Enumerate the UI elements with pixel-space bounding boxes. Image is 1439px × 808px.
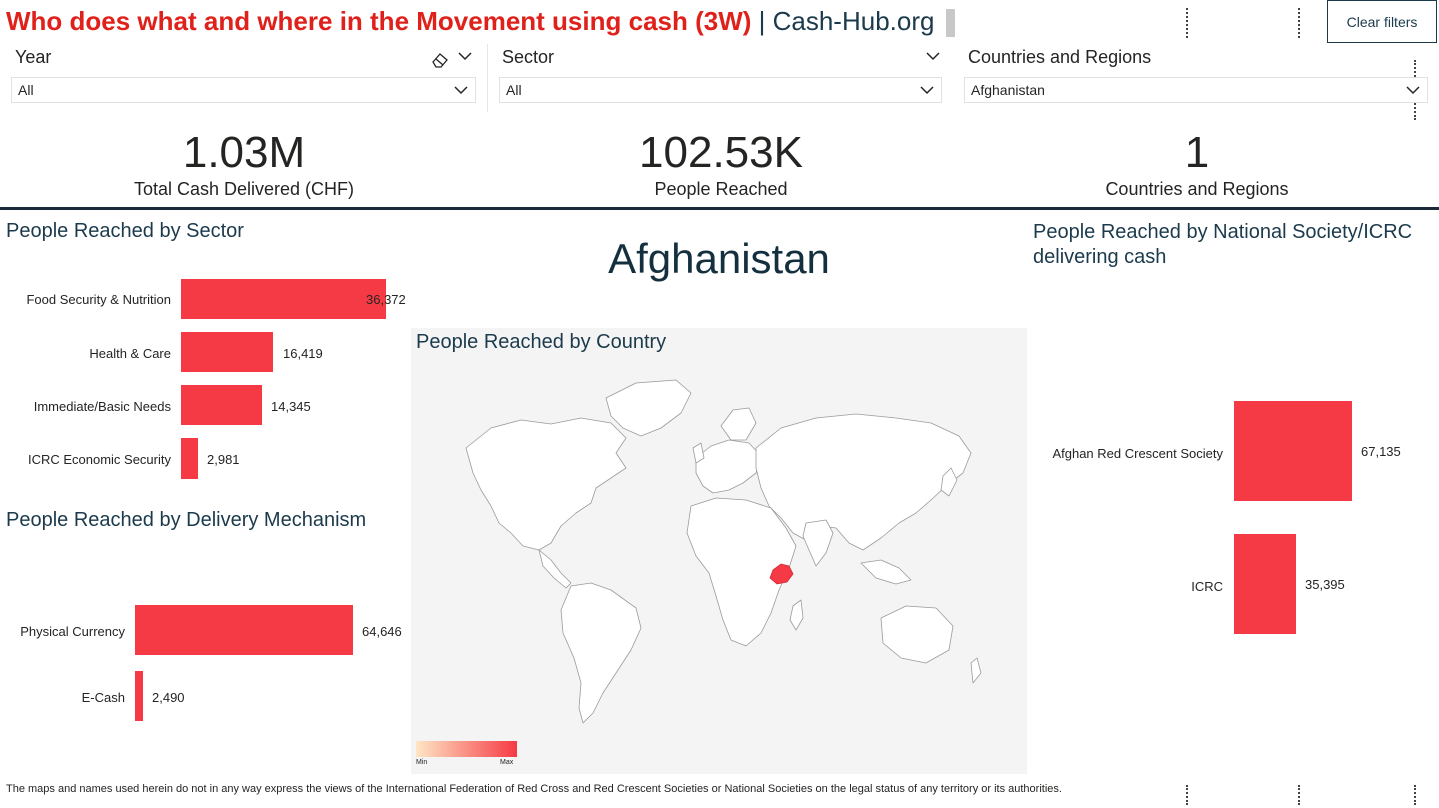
- uk-shape: [692, 442, 705, 464]
- south-america-shape: [560, 582, 642, 724]
- delivery-chart-title: People Reached by Delivery Mechanism: [6, 509, 367, 531]
- delivery-bar-value: 64,646: [362, 624, 402, 639]
- year-dropdown[interactable]: All: [11, 77, 476, 103]
- kpi-countries-value: 1: [1184, 128, 1210, 177]
- kpi-people-reached-label: People Reached: [654, 179, 788, 199]
- sector-bar-value: 14,345: [271, 399, 311, 414]
- countries-dropdown[interactable]: Afghanistan: [964, 77, 1428, 103]
- kpi-total-cash-value: 1.03M: [182, 128, 306, 177]
- report-title-main: Who does what and where in the Movement …: [6, 6, 752, 36]
- dotted-divider: [1186, 785, 1190, 805]
- north-america-shape: [465, 417, 627, 551]
- dotted-divider: [1298, 785, 1302, 805]
- central-america-shape: [538, 549, 572, 589]
- europe-shape: [695, 439, 762, 494]
- year-slicer-title: Year: [15, 47, 52, 67]
- delivery-bar-value: 2,490: [152, 690, 185, 705]
- disclaimer-text: The maps and names used herein do not in…: [6, 783, 1062, 795]
- year-dropdown-value: All: [18, 82, 34, 98]
- asia-shape: [755, 413, 972, 551]
- countries-dropdown-value: Afghanistan: [971, 82, 1045, 98]
- dotted-divider: [1186, 8, 1190, 38]
- sector-bar[interactable]: [181, 385, 262, 425]
- kpi-countries-label: Countries and Regions: [1105, 179, 1289, 199]
- society-chart-title: People Reached by National Society/ICRC …: [1033, 221, 1413, 268]
- society-bar-label: ICRC: [1191, 579, 1223, 594]
- sector-bar-label: Health & Care: [89, 346, 171, 361]
- japan-shape: [940, 467, 958, 497]
- sector-bar[interactable]: [181, 332, 273, 372]
- madagascar-shape: [789, 599, 804, 631]
- sector-bar-label: ICRC Economic Security: [27, 452, 171, 467]
- title-accent-block: [946, 9, 956, 38]
- map-panel[interactable]: People Reached by Country: [411, 328, 1027, 774]
- sector-bar[interactable]: [181, 438, 198, 479]
- society-bar-value: 67,135: [1361, 444, 1401, 459]
- new-zealand-shape: [970, 657, 982, 684]
- chevron-down-icon: [1406, 86, 1420, 95]
- map-legend-max: Max: [500, 759, 514, 766]
- clear-filters-button[interactable]: Clear filters: [1327, 0, 1437, 43]
- sector-dropdown-value: All: [506, 82, 522, 98]
- greenland-shape: [605, 379, 692, 437]
- sector-bar-label: Immediate/Basic Needs: [33, 399, 171, 414]
- chevron-down-icon: [454, 86, 468, 95]
- delivery-bar-label: E-Cash: [81, 690, 125, 705]
- sector-bar-label: Food Security & Nutrition: [26, 292, 171, 307]
- dotted-divider: [1298, 8, 1302, 38]
- scandinavia-shape: [720, 407, 757, 441]
- sector-dropdown[interactable]: All: [499, 77, 942, 103]
- chevron-down-icon[interactable]: [457, 50, 473, 62]
- indonesia-shape: [860, 559, 912, 585]
- sector-bar[interactable]: [181, 279, 386, 319]
- delivery-bar[interactable]: [135, 605, 353, 655]
- map-title: People Reached by Country: [416, 331, 667, 353]
- india-shape: [802, 519, 834, 567]
- chevron-down-icon: [920, 86, 934, 95]
- delivery-bar[interactable]: [135, 671, 143, 721]
- eraser-icon[interactable]: [430, 50, 450, 68]
- society-bar-value: 35,395: [1305, 577, 1345, 592]
- sector-bar-value: 16,419: [283, 346, 323, 361]
- kpi-people-reached-value: 102.53K: [639, 128, 803, 177]
- map-legend-min: Min: [416, 759, 428, 766]
- dotted-divider: [1414, 785, 1418, 805]
- chevron-down-icon[interactable]: [925, 50, 941, 62]
- section-divider: [0, 207, 1439, 210]
- countries-slicer-title: Countries and Regions: [968, 47, 1152, 67]
- sector-slicer-title: Sector: [502, 47, 555, 67]
- slicer-divider: [487, 44, 488, 112]
- afghanistan-shape[interactable]: [769, 563, 794, 585]
- society-bar-label: Afghan Red Crescent Society: [1052, 446, 1223, 461]
- report-title-site: Cash-Hub.org: [772, 6, 935, 36]
- kpi-total-cash-label: Total Cash Delivered (CHF): [133, 179, 355, 199]
- africa-shape: [686, 497, 797, 647]
- delivery-bar-label: Physical Currency: [20, 624, 125, 639]
- world-map[interactable]: [411, 328, 1027, 774]
- map-legend-gradient: [416, 741, 517, 757]
- australia-shape: [880, 605, 954, 664]
- society-bar[interactable]: [1234, 401, 1352, 501]
- sector-bar-value: 2,981: [207, 452, 240, 467]
- report-title: Who does what and where in the Movement …: [6, 4, 956, 38]
- sector-bar-value: 36,372: [366, 292, 406, 307]
- society-bar[interactable]: [1234, 534, 1296, 634]
- title-separator: |: [751, 6, 773, 36]
- selected-country-title: Afghanistan: [608, 235, 830, 282]
- sector-chart-title: People Reached by Sector: [6, 220, 244, 242]
